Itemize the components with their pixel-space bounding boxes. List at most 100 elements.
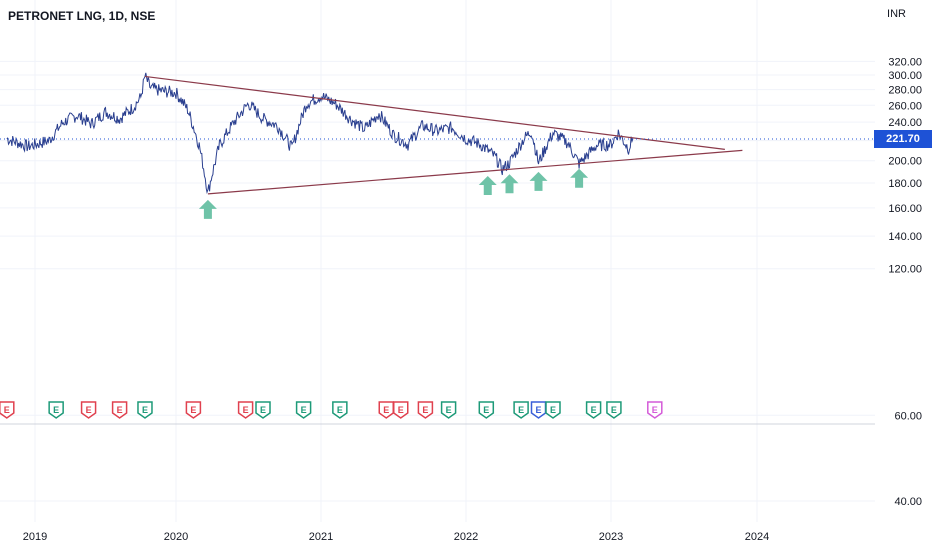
event-marker-glyph: E [190,405,196,415]
grid-lines [0,0,875,522]
event-marker-icon: E [478,401,495,419]
price-axis: 320.00300.00280.00260.00240.00220.00200.… [888,56,922,508]
event-marker-shape [647,401,663,419]
event-marker-shape [530,401,547,419]
price-tick-label: 260.00 [888,100,922,112]
event-marker-icon: E [585,401,602,419]
event-marker-glyph: E [591,405,597,415]
event-marker-shape [545,401,561,419]
price-tick-label: 180.00 [888,178,922,190]
price-tick-label: 280.00 [888,85,922,97]
event-marker-glyph: E [53,405,59,415]
event-marker-glyph: E [4,405,10,415]
up-arrow-icon [570,168,589,188]
event-marker-glyph: E [483,405,489,415]
trendline [144,75,725,151]
event-marker-glyph: E [398,405,404,415]
trendlines [144,75,743,195]
time-tick-label: 2023 [599,531,623,543]
event-marker-shape [332,401,348,419]
event-marker-shape [378,401,394,419]
event-marker-glyph: E [652,405,658,415]
event-marker-shape [255,401,271,419]
event-marker-icon: E [137,401,153,419]
price-tick-label: 200.00 [888,156,922,168]
event-marker-glyph: E [301,405,307,415]
event-marker-glyph: E [422,405,428,415]
event-marker-icon: E [48,401,64,419]
event-marker-glyph: E [243,405,249,415]
price-line [6,72,634,195]
time-tick-label: 2021 [309,531,333,543]
event-marker-icon: E [0,401,15,419]
event-marker-shape [0,401,15,419]
event-marker-icon: E [378,401,394,419]
event-marker-shape [80,401,97,419]
event-marker-glyph: E [550,405,556,415]
event-marker-shape [48,401,64,419]
event-marker-icon: E [80,401,97,419]
event-marker-shape [585,401,602,419]
up-arrow-icon [500,174,519,194]
price-series [6,72,634,195]
time-axis: 2019 2020 2021 2022 2023 2024 [23,531,769,543]
event-marker-icon: E [295,401,312,419]
event-marker-icon: E [332,401,348,419]
price-tick-label: 140.00 [888,231,922,243]
event-marker-icon: E [417,401,434,419]
event-marker-shape [393,401,409,419]
event-marker-icon: E [185,401,202,419]
time-tick-label: 2024 [745,531,769,543]
event-marker-icon: E [440,401,457,419]
event-marker-glyph: E [383,405,389,415]
support-arrows [198,168,589,219]
event-marker-glyph: E [518,405,524,415]
trendline [207,149,743,195]
price-tick-label: 160.00 [888,203,922,215]
event-marker-glyph: E [260,405,266,415]
event-marker-shape [606,401,622,419]
event-marker-shape [295,401,312,419]
event-marker-shape [440,401,457,419]
event-marker-icon: E [393,401,409,419]
event-marker-shape [237,401,254,419]
event-marker-icon: E [545,401,561,419]
event-marker-shape [478,401,495,419]
event-marker-icon: E [513,401,529,419]
price-tick-label: 40.00 [894,496,922,508]
event-marker-icon: E [606,401,622,419]
price-tick-label: 120.00 [888,264,922,276]
event-marker-shape [185,401,202,419]
price-tick-label: 240.00 [888,117,922,129]
price-tick-label: 320.00 [888,56,922,68]
price-tick-label: 60.00 [894,410,922,422]
event-marker-icon: E [111,401,128,419]
last-price-tag: 221.70 [874,129,932,148]
time-tick-label: 2019 [23,531,47,543]
event-marker-glyph: E [117,405,123,415]
event-marker-glyph: E [535,405,541,415]
up-arrow-icon [529,171,548,191]
event-marker-icon: E [647,401,663,419]
up-arrow-icon [198,199,217,219]
event-marker-glyph: E [86,405,92,415]
event-marker-glyph: E [611,405,617,415]
event-marker-shape [137,401,153,419]
chart-title: PETRONET LNG, 1D, NSE [8,9,156,23]
event-marker-glyph: E [337,405,343,415]
price-tick-label: 300.00 [888,70,922,82]
currency-label: INR [887,8,906,20]
event-marker-icon: E [237,401,254,419]
event-marker-icon: E [255,401,271,419]
time-tick-label: 2020 [164,531,188,543]
event-marker-icon: E [530,401,547,419]
event-marker-shape [513,401,529,419]
time-tick-label: 2022 [454,531,478,543]
event-marker-glyph: E [446,405,452,415]
up-arrow-icon [478,175,497,195]
event-marker-shape [111,401,128,419]
event-marker-glyph: E [142,405,148,415]
event-marker-shape [417,401,434,419]
